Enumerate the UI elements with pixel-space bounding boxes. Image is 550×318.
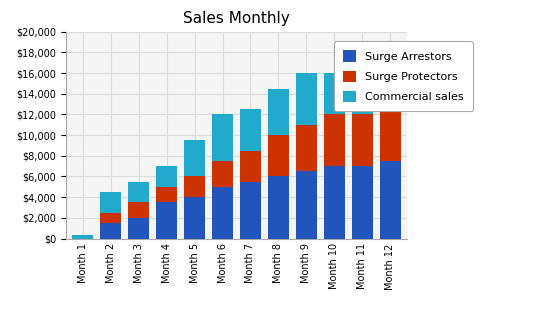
Bar bbox=[128, 202, 149, 218]
Bar bbox=[379, 42, 401, 104]
Bar bbox=[324, 166, 345, 238]
Bar bbox=[156, 166, 177, 187]
Bar bbox=[156, 202, 177, 238]
Bar bbox=[352, 166, 373, 238]
Bar bbox=[379, 104, 401, 161]
Bar bbox=[352, 114, 373, 166]
Bar bbox=[212, 114, 233, 161]
Bar bbox=[296, 73, 317, 125]
Bar bbox=[128, 182, 149, 202]
Bar bbox=[184, 176, 205, 197]
Bar bbox=[184, 197, 205, 238]
Bar bbox=[268, 176, 289, 238]
Bar bbox=[240, 151, 261, 182]
Bar bbox=[240, 109, 261, 151]
Bar bbox=[212, 187, 233, 238]
Bar bbox=[212, 161, 233, 187]
Bar bbox=[268, 89, 289, 135]
Bar bbox=[268, 135, 289, 176]
Bar bbox=[379, 161, 401, 238]
Bar bbox=[240, 182, 261, 238]
Bar bbox=[72, 235, 94, 238]
Title: Sales Monthly: Sales Monthly bbox=[183, 11, 290, 26]
Bar bbox=[352, 58, 373, 114]
Bar bbox=[324, 114, 345, 166]
Bar bbox=[100, 213, 121, 223]
Bar bbox=[296, 125, 317, 171]
Bar bbox=[324, 73, 345, 114]
Bar bbox=[184, 140, 205, 176]
Bar bbox=[156, 187, 177, 202]
Bar bbox=[100, 223, 121, 238]
Bar bbox=[100, 192, 121, 213]
Bar bbox=[296, 171, 317, 238]
Bar bbox=[128, 218, 149, 238]
Legend: Surge Arrestors, Surge Protectors, Commercial sales: Surge Arrestors, Surge Protectors, Comme… bbox=[334, 41, 473, 111]
